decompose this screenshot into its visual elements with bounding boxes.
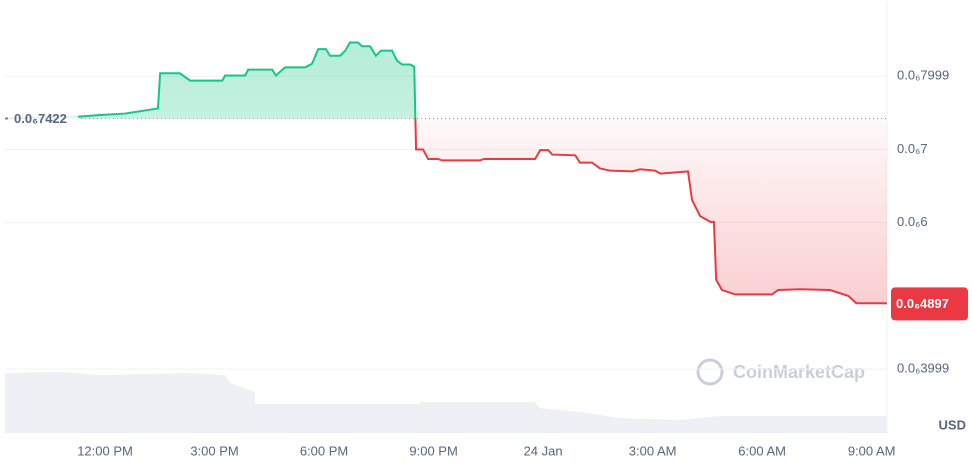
current-price-bg — [891, 287, 968, 321]
y-tick-label: 0.0₆7999 — [897, 68, 949, 83]
current-price-label: 0.0₆4897 — [896, 296, 949, 311]
x-tick-label: 9:00 AM — [848, 443, 896, 458]
watermark: CoinMarketCap — [696, 358, 865, 386]
x-tick-label: 9:00 PM — [409, 443, 457, 458]
price-area — [5, 42, 887, 304]
volume-backdrop — [5, 372, 887, 433]
watermark-text: CoinMarketCap — [733, 362, 865, 382]
x-tick-label: 3:00 AM — [629, 443, 677, 458]
reference-label: 0.0₆7422 — [14, 111, 67, 126]
x-tick-label: 3:00 PM — [190, 443, 238, 458]
reference-label-bg — [8, 109, 78, 128]
y-tick-label: 0.0₆6 — [897, 214, 928, 229]
currency-label: USD — [939, 417, 966, 432]
price-line — [4, 41, 888, 305]
x-tick-label: 24 Jan — [524, 443, 563, 458]
x-tick-label: 12:00 PM — [77, 443, 133, 458]
x-tick-label: 6:00 AM — [738, 443, 786, 458]
y-tick-label: 0.0₆3999 — [897, 361, 949, 376]
x-tick-label: 6:00 PM — [300, 443, 348, 458]
y-tick-label: 0.0₆7 — [897, 141, 928, 156]
watermark-logo — [696, 358, 724, 386]
